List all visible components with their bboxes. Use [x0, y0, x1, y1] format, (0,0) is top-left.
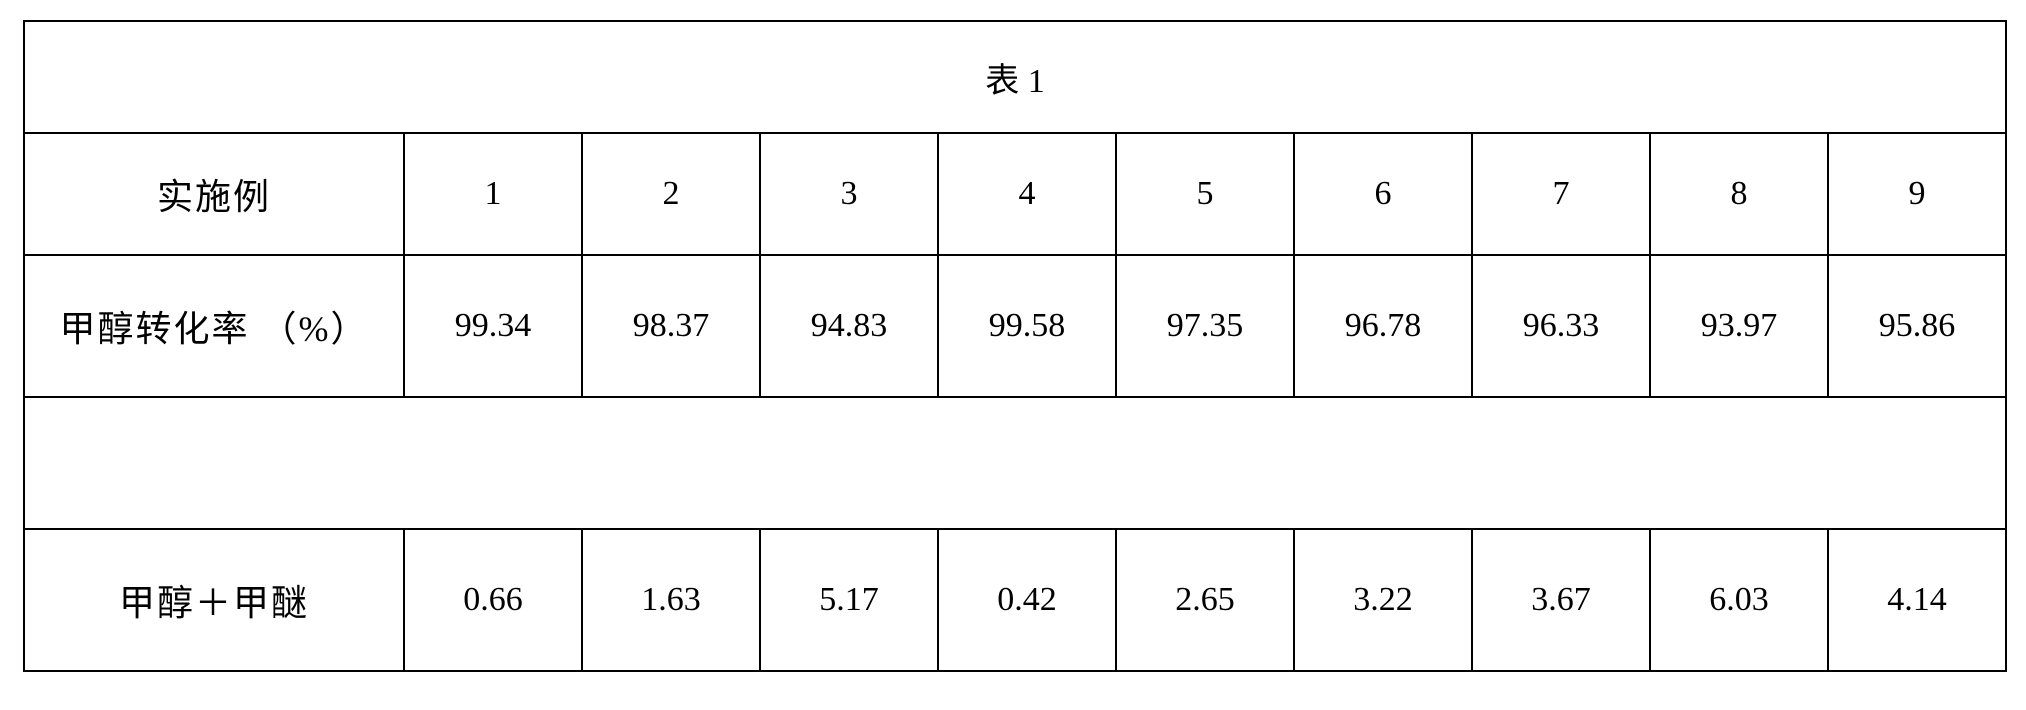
table-title: 表 1 — [24, 21, 2006, 133]
col-header: 2 — [582, 133, 760, 255]
col-header: 6 — [1294, 133, 1472, 255]
header-label: 实施例 — [24, 133, 404, 255]
data-cell: 95.86 — [1828, 255, 2006, 397]
col-header: 3 — [760, 133, 938, 255]
data-cell: 3.22 — [1294, 529, 1472, 671]
data-cell: 97.35 — [1116, 255, 1294, 397]
data-cell: 6.03 — [1650, 529, 1828, 671]
row-label: 甲醇＋甲醚 — [24, 529, 404, 671]
col-header: 4 — [938, 133, 1116, 255]
data-cell: 2.65 — [1116, 529, 1294, 671]
data-cell: 96.33 — [1472, 255, 1650, 397]
data-cell: 98.37 — [582, 255, 760, 397]
data-cell: 1.63 — [582, 529, 760, 671]
col-header: 9 — [1828, 133, 2006, 255]
data-cell: 0.42 — [938, 529, 1116, 671]
table-row: 甲醇转化率 （%） 99.34 98.37 94.83 99.58 97.35 … — [24, 255, 2006, 397]
table-container: 表 1 实施例 1 2 3 4 5 6 7 8 9 甲醇转化率 （%） 99.3… — [23, 20, 2003, 672]
data-cell: 0.66 — [404, 529, 582, 671]
table-title-row: 表 1 — [24, 21, 2006, 133]
col-header: 7 — [1472, 133, 1650, 255]
data-cell: 99.58 — [938, 255, 1116, 397]
col-header: 1 — [404, 133, 582, 255]
data-cell: 3.67 — [1472, 529, 1650, 671]
table-row: 甲醇＋甲醚 0.66 1.63 5.17 0.42 2.65 3.22 3.67… — [24, 529, 2006, 671]
data-table: 表 1 实施例 1 2 3 4 5 6 7 8 9 甲醇转化率 （%） 99.3… — [23, 20, 2007, 672]
row-label: 甲醇转化率 （%） — [24, 255, 404, 397]
col-header: 8 — [1650, 133, 1828, 255]
data-cell: 5.17 — [760, 529, 938, 671]
spacer-cell — [24, 397, 2006, 529]
table-header-row: 实施例 1 2 3 4 5 6 7 8 9 — [24, 133, 2006, 255]
col-header: 5 — [1116, 133, 1294, 255]
spacer-row — [24, 397, 2006, 529]
data-cell: 4.14 — [1828, 529, 2006, 671]
data-cell: 93.97 — [1650, 255, 1828, 397]
data-cell: 99.34 — [404, 255, 582, 397]
data-cell: 94.83 — [760, 255, 938, 397]
data-cell: 96.78 — [1294, 255, 1472, 397]
